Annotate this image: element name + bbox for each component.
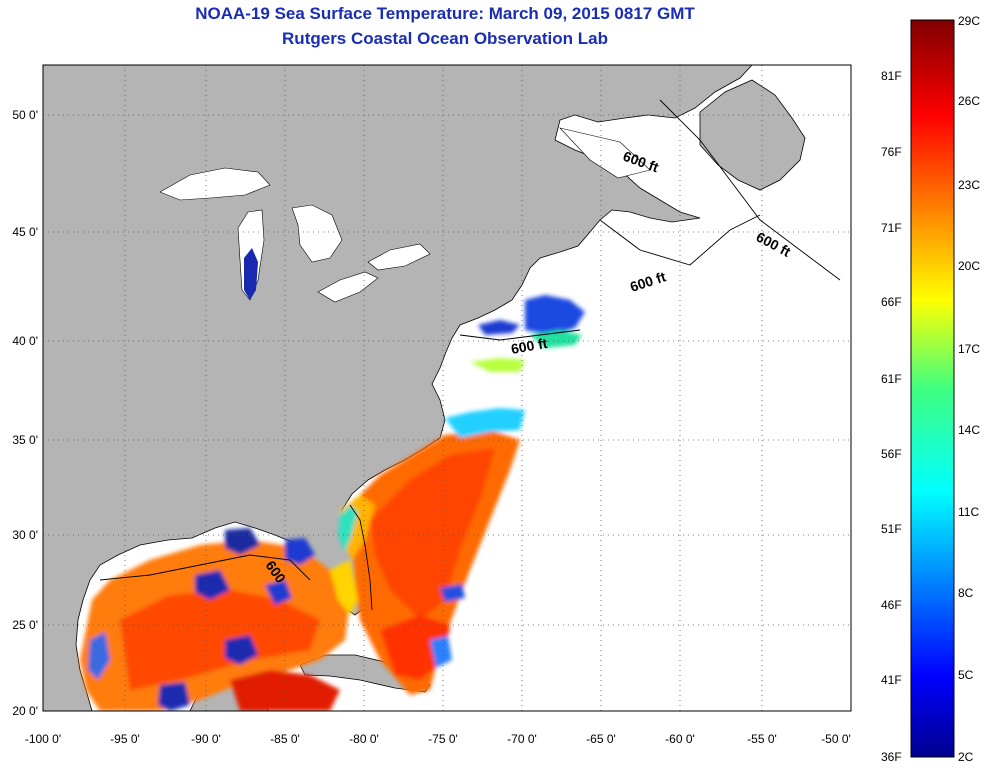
- y-tick-label: 40 0': [12, 334, 38, 348]
- colorbar-f-label: 36F: [881, 750, 902, 764]
- x-tick-label: -55 0': [747, 732, 777, 746]
- great-lakes: [159, 127, 651, 303]
- contour-label-4: 600 ft: [510, 335, 549, 357]
- x-tick-label: -50 0': [821, 732, 851, 746]
- map-subtitle: Rutgers Coastal Ocean Observation Lab: [282, 29, 608, 48]
- colorbar-f-label: 46F: [881, 598, 902, 612]
- x-axis: -100 0' -95 0' -90 0' -85 0' -80 0' -75 …: [25, 732, 851, 746]
- colorbar: 81F 76F 71F 66F 61F 56F 51F 46F 41F 36F …: [881, 14, 980, 764]
- y-axis: 50 0' 45 0' 40 0' 35 0' 30 0' 25 0' 20 0…: [12, 108, 38, 718]
- x-tick-label: -65 0': [586, 732, 616, 746]
- colorbar-c-label: 29C: [958, 14, 980, 28]
- map-title: NOAA-19 Sea Surface Temperature: March 0…: [195, 4, 695, 23]
- colorbar-f-label: 71F: [881, 221, 902, 235]
- x-tick-label: -100 0': [25, 732, 61, 746]
- lake-michigan-sst: [244, 248, 258, 300]
- x-tick-label: -70 0': [507, 732, 537, 746]
- x-tick-label: -95 0': [110, 732, 140, 746]
- y-tick-label: 30 0': [12, 528, 38, 542]
- colorbar-f-label: 76F: [881, 145, 902, 159]
- x-tick-label: -80 0': [349, 732, 379, 746]
- colorbar-gradient: [910, 19, 955, 758]
- newfoundland: [699, 79, 806, 191]
- x-tick-label: -85 0': [270, 732, 300, 746]
- colorbar-c-label: 17C: [958, 342, 980, 356]
- colorbar-f-label: 51F: [881, 522, 902, 536]
- isobath-600ft: [99, 99, 841, 611]
- colorbar-c-label: 14C: [958, 423, 980, 437]
- x-tick-label: -90 0': [191, 732, 221, 746]
- y-tick-label: 50 0': [12, 108, 38, 122]
- colorbar-c-label: 26C: [958, 94, 980, 108]
- y-tick-label: 35 0': [12, 433, 38, 447]
- colorbar-f-label: 41F: [881, 673, 902, 687]
- y-tick-label: 25 0': [12, 618, 38, 632]
- colorbar-f-label: 66F: [881, 295, 902, 309]
- x-tick-label: -60 0': [665, 732, 695, 746]
- colorbar-c-label: 2C: [958, 750, 974, 764]
- colorbar-f-label: 81F: [881, 69, 902, 83]
- colorbar-c-label: 5C: [958, 668, 974, 682]
- colorbar-c-label: 8C: [958, 586, 974, 600]
- colorbar-c-label: 20C: [958, 259, 980, 273]
- colorbar-f-label: 56F: [881, 447, 902, 461]
- colorbar-c-label: 23C: [958, 178, 980, 192]
- x-tick-label: -75 0': [428, 732, 458, 746]
- colorbar-f-label: 61F: [881, 372, 902, 386]
- colorbar-c-label: 11C: [958, 505, 979, 519]
- y-tick-label: 45 0': [12, 225, 38, 239]
- sst-swath: [80, 295, 585, 711]
- y-tick-label: 20 0': [12, 704, 38, 718]
